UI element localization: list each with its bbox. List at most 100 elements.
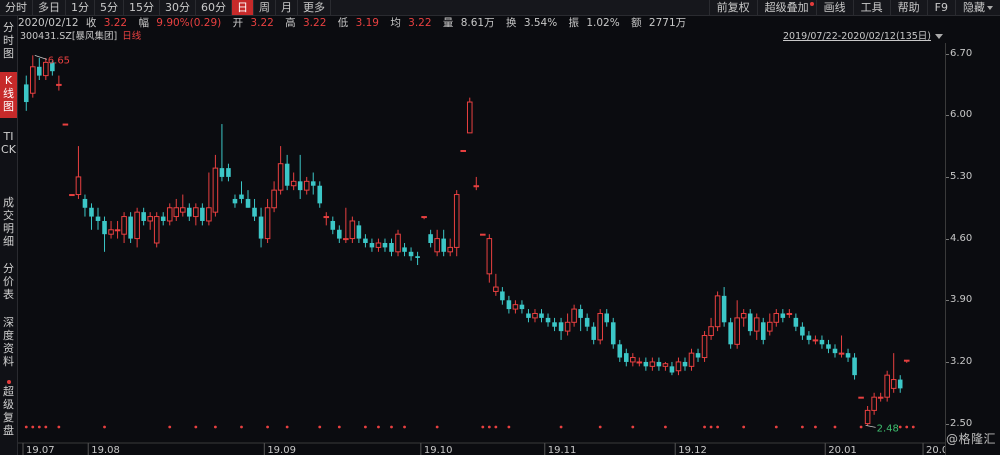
event-marker: [44, 425, 48, 429]
side-tab-label: TICK: [1, 130, 16, 156]
candle-body: [630, 357, 636, 363]
side-tab-4[interactable]: 分价表: [0, 260, 17, 304]
candlestick-chart[interactable]: 6.65 2.48 19.07 19.08 19.09 19.10 19.11 19.12 20…: [18, 43, 945, 455]
tool-tab-6[interactable]: 隐藏: [955, 0, 1000, 15]
tab-2[interactable]: 1分: [66, 0, 95, 15]
candle-body: [193, 207, 199, 218]
tab-1[interactable]: 多日: [33, 0, 66, 15]
candle-body: [903, 359, 910, 362]
event-marker: [390, 425, 393, 429]
candle-body: [421, 216, 427, 219]
event-marker: [285, 425, 289, 429]
event-marker: [57, 425, 61, 429]
tab-10[interactable]: 更多: [298, 0, 331, 15]
candle-body: [695, 353, 701, 358]
max-price-label: 6.65: [48, 55, 70, 66]
candle-body: [812, 339, 819, 342]
y-tick-label: 6.00: [950, 109, 973, 121]
event-marker: [435, 425, 439, 429]
quote-amount: 额 2771万: [631, 17, 687, 29]
candle-body: [773, 312, 780, 323]
candle-body: [526, 313, 531, 318]
event-marker: [214, 425, 217, 429]
candle-body: [219, 168, 225, 177]
side-tabs: 分时图 K线图 TICK 成交明细分价表深度资料超级复盘: [0, 16, 18, 455]
side-tab-0[interactable]: 分时图: [0, 19, 17, 60]
date-range-selector[interactable]: 2019/07/22-2020/02/12(135日): [783, 31, 931, 42]
candle-body: [297, 181, 303, 191]
event-marker: [403, 425, 406, 429]
tool-tab-label: 工具: [860, 1, 883, 14]
candle-body: [303, 180, 310, 191]
candle-body: [675, 361, 682, 372]
side-tab-1[interactable]: K线图: [0, 72, 17, 118]
event-marker: [911, 425, 915, 429]
candle-body: [252, 207, 257, 217]
event-marker: [664, 425, 667, 429]
y-tick-label: 3.20: [950, 355, 973, 367]
y-tick-label: 5.30: [950, 170, 973, 182]
stock-name: [暴风集团]: [71, 31, 118, 42]
candle-body: [877, 396, 884, 399]
candle-body: [473, 185, 480, 188]
candle-body: [571, 308, 577, 323]
chart-header: 300431.SZ[暴风集团] 日线 2019/07/22-2020/02/12(…: [18, 31, 945, 43]
tab-4[interactable]: 15分: [124, 0, 160, 15]
tab-0[interactable]: 分时: [0, 0, 33, 15]
candle-body: [453, 194, 460, 248]
tool-tab-1[interactable]: 超级叠加: [756, 0, 816, 15]
x-tick-label: 19.09: [267, 445, 296, 455]
y-tick-mark: [946, 300, 949, 302]
tool-tab-0[interactable]: 前复权: [708, 0, 757, 15]
y-tick-label: 2.50: [950, 417, 973, 429]
candle-body: [408, 251, 414, 257]
candle-body: [591, 326, 596, 340]
stock-label: 300431.SZ[暴风集团] 日线: [20, 31, 141, 43]
event-marker: [37, 425, 41, 429]
max-pointer: [34, 54, 47, 60]
candle-body: [701, 335, 708, 359]
candle-body: [656, 361, 662, 367]
event-marker: [716, 425, 719, 429]
candle-body: [897, 379, 903, 389]
tab-5[interactable]: 30分: [160, 0, 196, 15]
tool-tab-2[interactable]: 画线: [815, 0, 853, 15]
x-tick-label: 19.12: [678, 445, 707, 455]
quote-summary: 2020/02/12 收 3.22 幅 9.90%(0.29) 开 3.22 高…: [18, 16, 694, 30]
y-tick-mark: [946, 176, 949, 178]
tool-tab-3[interactable]: 工具: [852, 0, 890, 15]
side-tab-3[interactable]: 成交明细: [0, 194, 17, 252]
tool-tab-label: 帮助: [897, 1, 920, 14]
event-marker: [364, 425, 367, 429]
x-tick-label: 19.10: [424, 445, 453, 455]
tab-7[interactable]: 日: [232, 0, 254, 15]
side-tab-label: 成交明细: [3, 196, 14, 248]
tool-tab-5[interactable]: F9: [926, 0, 955, 15]
x-tick-label: 19.08: [91, 445, 120, 455]
candle-body: [245, 198, 251, 208]
quote-close: 收 3.22: [85, 17, 128, 29]
candle-body: [239, 194, 244, 199]
event-marker: [774, 425, 778, 429]
tab-6[interactable]: 60分: [196, 0, 232, 15]
side-tab-6[interactable]: 超级复盘: [0, 378, 17, 450]
candle-body: [832, 348, 838, 354]
event-marker: [318, 425, 322, 429]
chevron-down-icon[interactable]: [935, 34, 943, 39]
side-tab-5[interactable]: 深度资料: [0, 314, 17, 372]
tab-3[interactable]: 5分: [95, 0, 124, 15]
candle-body: [519, 304, 525, 310]
candle-body: [604, 313, 610, 323]
candle-body: [466, 101, 473, 134]
side-tab-2[interactable]: TICK: [0, 128, 17, 183]
candle-body: [493, 286, 499, 292]
candle-body: [708, 326, 714, 337]
candle-body: [500, 291, 505, 301]
tool-tab-4[interactable]: 帮助: [889, 0, 927, 15]
tab-8[interactable]: 周: [254, 0, 276, 15]
candle-body: [187, 207, 192, 217]
side-tab-label: 分时图: [3, 21, 14, 60]
candle-body: [558, 322, 564, 332]
tab-9[interactable]: 月: [276, 0, 298, 15]
event-marker: [24, 425, 28, 429]
